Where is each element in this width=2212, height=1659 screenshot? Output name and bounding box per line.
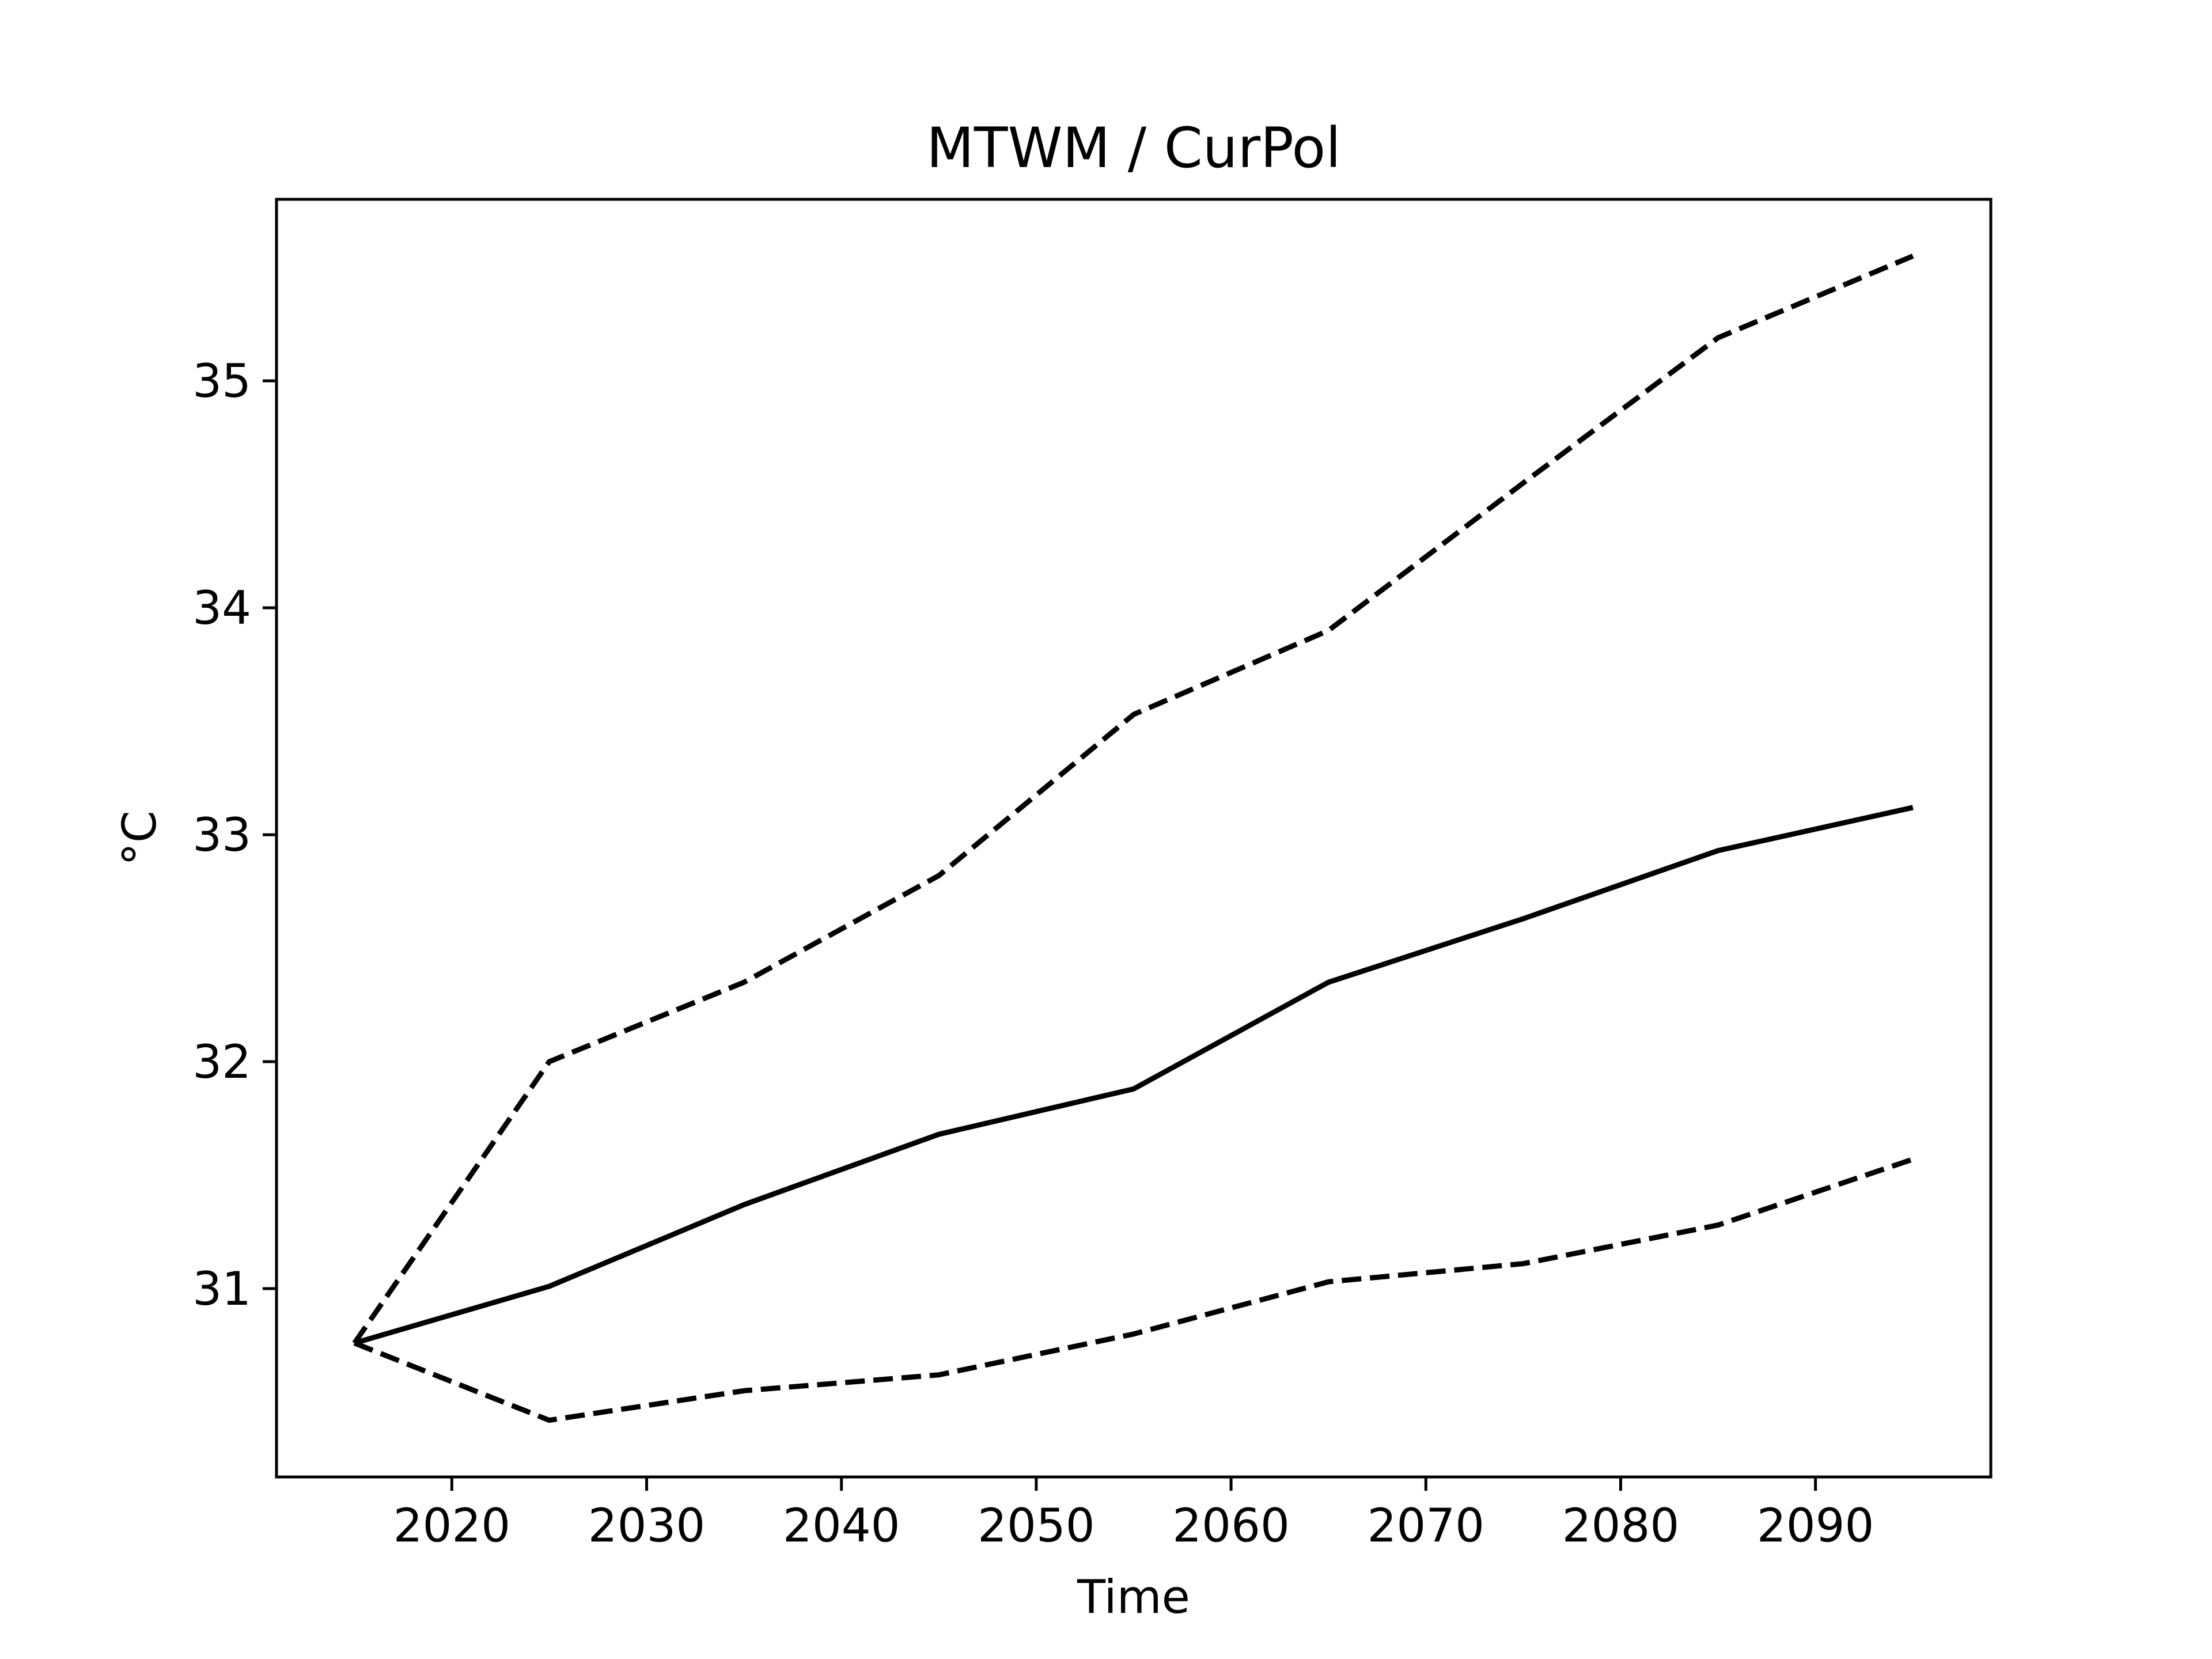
plot-frame (275, 198, 1993, 1479)
x-axis-label: Time (1077, 1570, 1190, 1624)
x-tick-label: 2090 (1757, 1499, 1874, 1552)
solid-series-line (354, 805, 1914, 1346)
dashed-series-line-2 (353, 1157, 1914, 1423)
y-tick-label: 35 (192, 354, 251, 408)
series-layer (352, 253, 1914, 1423)
y-tick-label: 34 (192, 581, 251, 635)
y-tick-label: 31 (192, 1262, 251, 1316)
x-tick-label: 2060 (1172, 1499, 1290, 1552)
x-tick-label: 2050 (978, 1499, 1095, 1552)
chart-title: MTWM / CurPol (926, 116, 1341, 180)
x-axis-ticks: 2020 2030 2040 2050 2060 2070 2080 2090 (393, 1477, 1874, 1552)
y-tick-label: 33 (192, 808, 251, 862)
x-tick-label: 2040 (783, 1499, 900, 1552)
x-tick-label: 2070 (1367, 1499, 1484, 1552)
y-axis-label: °C (113, 810, 166, 866)
x-tick-label: 2030 (588, 1499, 706, 1552)
x-tick-label: 2020 (393, 1499, 511, 1552)
dashed-series-line-1 (352, 253, 1914, 1345)
y-tick-label: 32 (192, 1035, 251, 1089)
x-tick-label: 2080 (1562, 1499, 1680, 1552)
y-axis-ticks: 31 32 33 34 35 (192, 354, 276, 1316)
